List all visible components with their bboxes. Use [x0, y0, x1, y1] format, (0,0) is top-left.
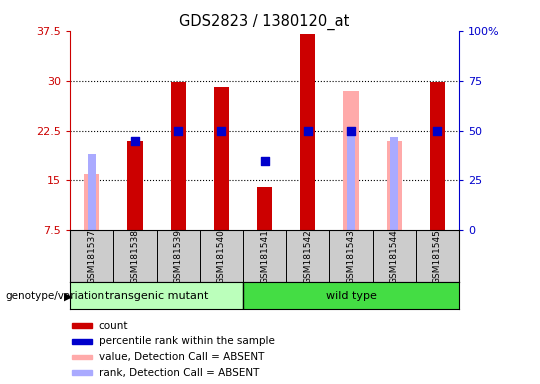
Text: transgenic mutant: transgenic mutant: [105, 291, 208, 301]
Bar: [300, 34, 315, 230]
Bar: [72, 323, 92, 328]
Text: GSM181538: GSM181538: [131, 229, 139, 284]
Bar: [72, 370, 92, 375]
Point: [174, 127, 183, 134]
Point: [217, 127, 226, 134]
Bar: [387, 141, 402, 230]
Text: GSM181539: GSM181539: [174, 229, 183, 284]
Point: [303, 127, 312, 134]
Bar: [127, 141, 143, 230]
Text: GSM181537: GSM181537: [87, 229, 96, 284]
Bar: [243, 282, 459, 309]
Text: value, Detection Call = ABSENT: value, Detection Call = ABSENT: [99, 352, 264, 362]
Text: ▶: ▶: [64, 291, 72, 301]
Text: GDS2823 / 1380120_at: GDS2823 / 1380120_at: [179, 13, 350, 30]
Point: [433, 127, 442, 134]
Text: GSM181543: GSM181543: [347, 229, 355, 284]
Bar: [214, 87, 229, 230]
Text: GSM181545: GSM181545: [433, 229, 442, 284]
Text: wild type: wild type: [326, 291, 376, 301]
Point: [347, 127, 355, 134]
Bar: [347, 131, 355, 230]
Text: GSM181544: GSM181544: [390, 229, 399, 284]
Bar: [171, 82, 186, 230]
Text: rank, Detection Call = ABSENT: rank, Detection Call = ABSENT: [99, 367, 259, 377]
Bar: [343, 91, 359, 230]
Point: [131, 137, 139, 144]
Text: GSM181542: GSM181542: [303, 229, 312, 284]
Text: percentile rank within the sample: percentile rank within the sample: [99, 336, 274, 346]
Text: GSM181541: GSM181541: [260, 229, 269, 284]
Text: count: count: [99, 321, 128, 331]
Bar: [72, 339, 92, 344]
Bar: [70, 282, 243, 309]
Bar: [84, 174, 99, 230]
Bar: [430, 82, 445, 230]
Bar: [390, 137, 399, 230]
Text: genotype/variation: genotype/variation: [5, 291, 105, 301]
Text: GSM181540: GSM181540: [217, 229, 226, 284]
Point: [260, 157, 269, 164]
Bar: [87, 154, 96, 230]
Bar: [257, 187, 272, 230]
Bar: [72, 354, 92, 359]
